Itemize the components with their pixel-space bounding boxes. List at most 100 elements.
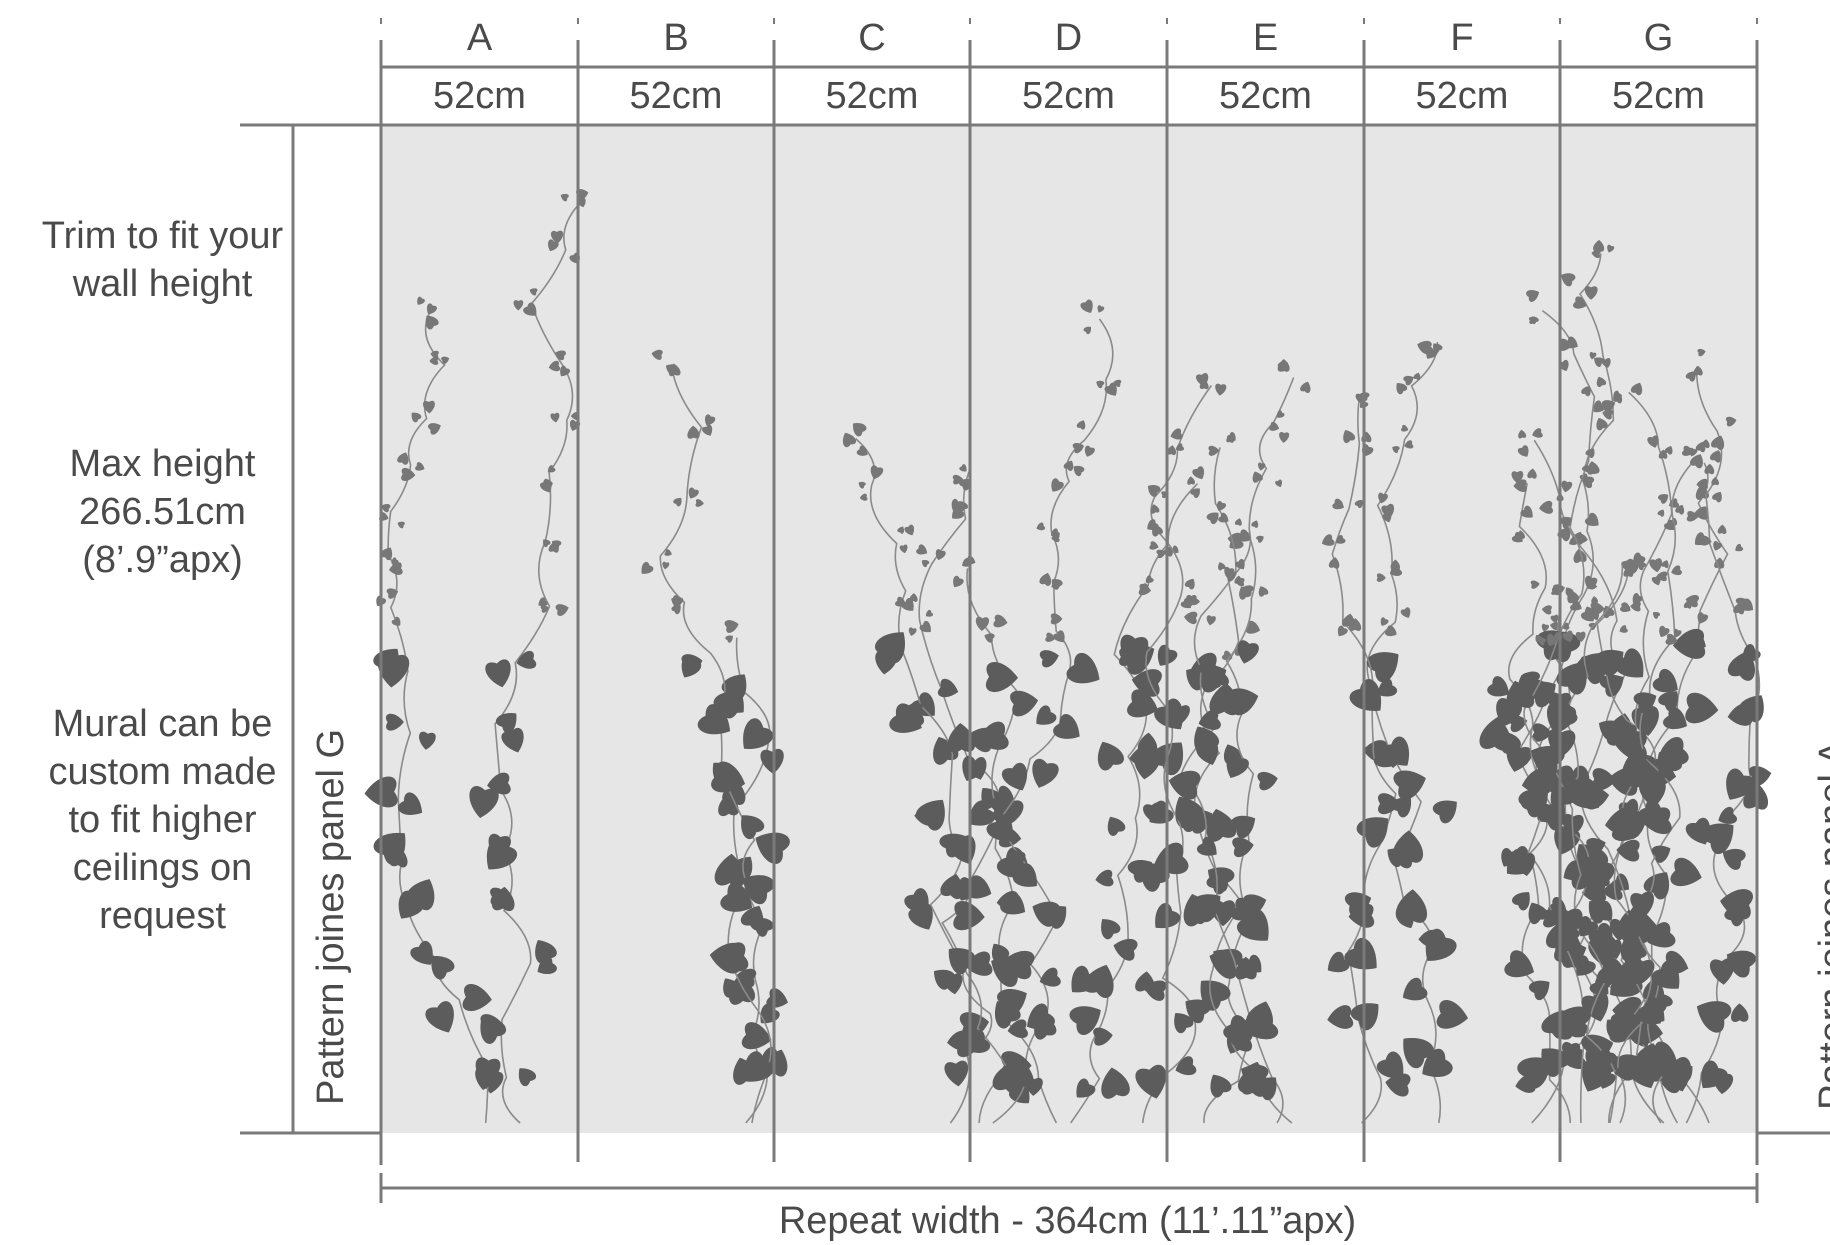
vine-leaf — [1657, 509, 1665, 517]
vine-leaf — [859, 493, 868, 501]
vine-leaf — [388, 562, 403, 575]
vine-leaf — [1426, 346, 1438, 359]
vine-leaf — [1050, 613, 1063, 625]
vine-leaf — [1036, 522, 1046, 531]
vine-leaf — [1232, 837, 1254, 858]
vine-leaf — [1354, 499, 1363, 509]
vine-leaf — [1671, 565, 1682, 576]
vine-leaf — [543, 478, 553, 490]
vine-leaf — [1577, 533, 1588, 544]
vine-leaf — [1241, 585, 1254, 597]
vine-leaf — [1080, 299, 1093, 313]
vine-leaf — [1496, 698, 1522, 727]
vine-leaf — [1547, 701, 1577, 735]
vine-leaf — [743, 875, 775, 905]
panel-letter-b: B — [663, 17, 689, 59]
vine-leaf — [1529, 980, 1550, 1001]
vine-leaf — [1573, 296, 1587, 309]
vine-leaf — [743, 718, 774, 749]
vine-leaf — [1096, 380, 1105, 389]
vine-leaf — [1223, 1015, 1251, 1041]
vine-leaf — [858, 481, 866, 489]
max-height-note: Max height 266.51cm (8’.9”apx) — [69, 443, 256, 581]
vine-leaf — [1093, 1027, 1113, 1046]
vine-leaf — [1651, 960, 1680, 989]
vine-leaf — [1651, 575, 1661, 586]
vine-leaf — [1530, 580, 1540, 589]
vine-leaf — [1395, 889, 1428, 923]
vine-leaf — [1328, 557, 1340, 569]
vine-leaf — [1393, 770, 1426, 800]
custom-note: Mural can be custom made to fit higher c… — [48, 703, 277, 937]
panel-width-g: 52cm — [1612, 75, 1705, 117]
vine-leaf — [1226, 753, 1249, 778]
vine-leaf — [1696, 1001, 1732, 1033]
vine-leaf — [1630, 601, 1641, 612]
vine-leaf — [1710, 450, 1722, 463]
vine-leaf — [537, 956, 557, 974]
vine-leaf — [723, 978, 741, 998]
panel-letter-f: F — [1450, 17, 1474, 59]
vine-leaf — [702, 424, 713, 436]
vine-leaf — [1135, 1064, 1167, 1099]
vine-leaf — [1685, 692, 1719, 724]
vine-leaf — [1617, 724, 1637, 745]
vine-leaf — [1101, 1067, 1130, 1099]
vine-leaf — [398, 890, 425, 919]
vine-leaf — [740, 905, 764, 931]
vine-leaf — [985, 662, 1018, 693]
vine-leaf — [1614, 1062, 1634, 1081]
vine-leaf — [1513, 479, 1527, 492]
vine-leaf — [1190, 488, 1200, 499]
repeat-width-label: Repeat width - 364cm (11’.11”apx) — [778, 1200, 1357, 1242]
vine-leaf — [1277, 361, 1288, 372]
vine-leaf — [1376, 573, 1386, 582]
vine-leaf — [1413, 372, 1421, 381]
vine-leaf — [398, 792, 423, 815]
vine-leaf — [1145, 575, 1154, 583]
vine-leaf — [1504, 950, 1535, 978]
vine-leaf — [1624, 906, 1655, 940]
vine-leaf — [469, 785, 499, 819]
vine-leaf — [1664, 519, 1675, 530]
vine-leaf — [977, 721, 1009, 750]
vine-leaf — [1661, 560, 1669, 569]
vine-leaf — [1187, 476, 1196, 485]
vine-leaf — [1539, 500, 1553, 514]
vine-leaf — [1432, 800, 1457, 824]
left-pattern-join-label: Pattern joines panel G — [310, 728, 352, 1105]
vine-leaf — [1039, 967, 1061, 987]
panel-width-f: 52cm — [1415, 75, 1509, 117]
vine-leaf — [975, 616, 990, 632]
vine-leaf — [428, 423, 441, 435]
vine-leaf — [947, 722, 976, 753]
vine-leaf — [1526, 290, 1540, 302]
vine-leaf — [426, 303, 437, 315]
vine-leaf — [1619, 625, 1628, 633]
vine-leaf — [397, 452, 409, 465]
vine-leaf — [1184, 611, 1198, 625]
vine-leaf — [1007, 1019, 1028, 1039]
vine-leaf — [935, 549, 946, 561]
vine-leaf — [1591, 869, 1610, 887]
vine-leaf — [1587, 461, 1600, 475]
vine-leaf — [1206, 808, 1237, 842]
panel-letter-g: G — [1643, 17, 1674, 59]
vine-leaf — [1184, 578, 1195, 590]
vine-leaf — [1586, 1049, 1612, 1078]
vine-leaf — [523, 302, 537, 316]
vine-leaf — [651, 349, 663, 360]
vine-leaf — [736, 968, 757, 988]
vine-leaf — [712, 762, 734, 784]
vine-leaf — [1251, 520, 1259, 528]
vine-leaf — [1690, 454, 1703, 469]
vine-leaf — [1043, 906, 1067, 929]
vine-leaf — [1215, 383, 1227, 396]
vine-leaf — [1175, 443, 1185, 451]
vine-leaf — [1594, 357, 1605, 368]
vine-leaf — [1658, 691, 1678, 712]
vine-leaf — [1722, 848, 1746, 870]
vine-leaf — [1717, 524, 1727, 534]
vine-leaf — [1403, 375, 1414, 386]
vine-leaf — [1166, 445, 1177, 456]
